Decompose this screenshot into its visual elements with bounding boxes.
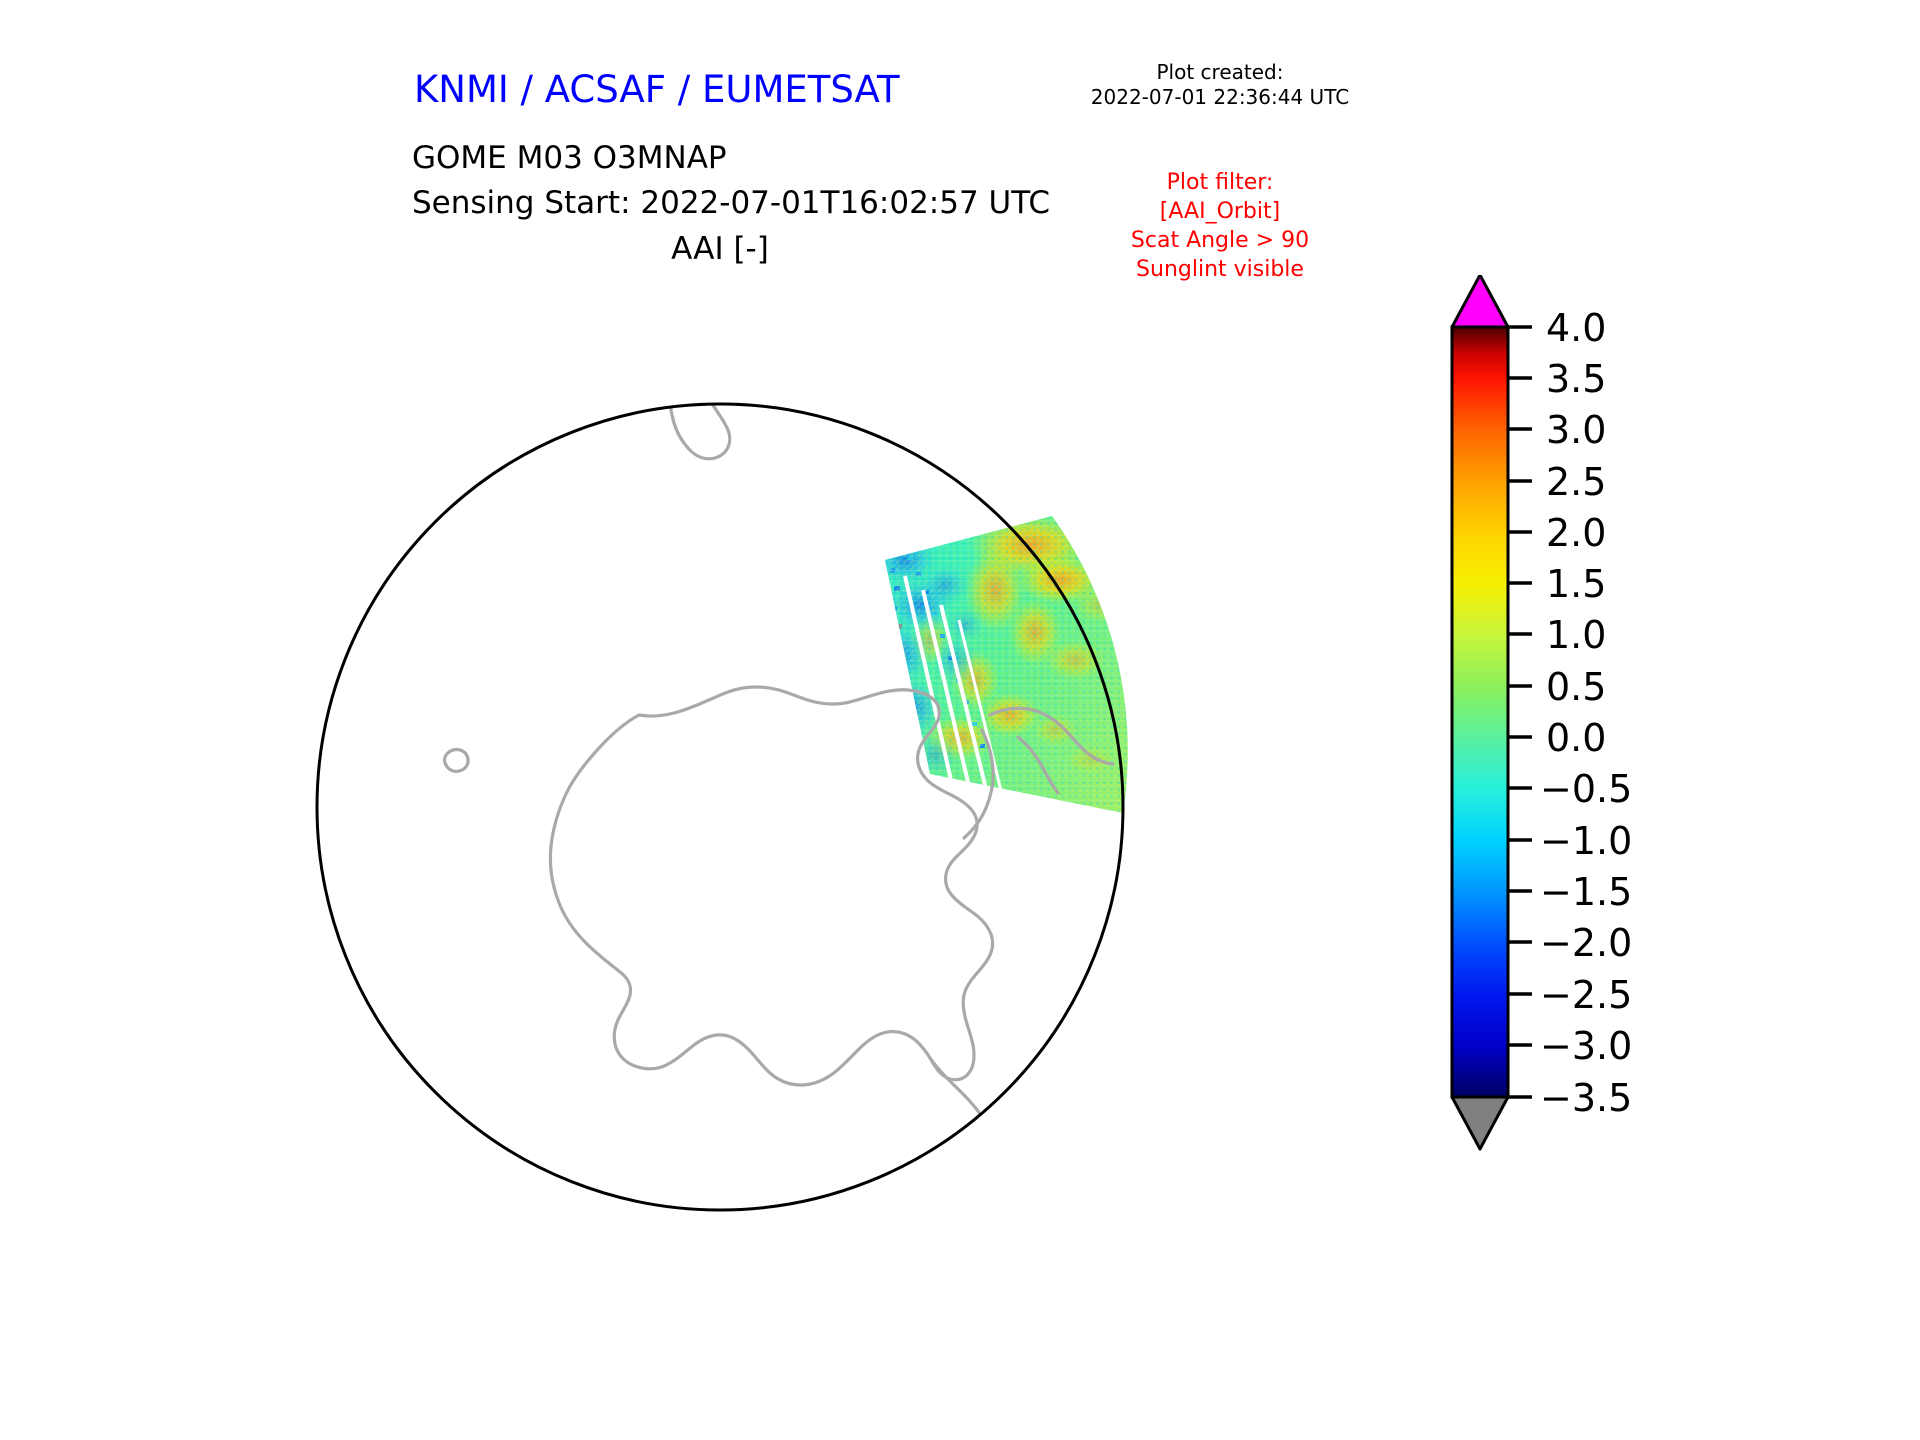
coastline-island-b [442, 747, 470, 773]
colorbar-tick-label: 1.0 [1546, 613, 1606, 657]
globe-limb-circle [315, 402, 1125, 1212]
colorbar-tick-label: 0.5 [1546, 665, 1606, 709]
plot-created-block: Plot created: 2022-07-01 22:36:44 UTC [1000, 60, 1440, 110]
colorbar-gradient-bar [1450, 325, 1510, 1099]
colorbar-tick-label: 2.5 [1546, 460, 1606, 504]
colorbar-tick-label: 3.0 [1546, 408, 1606, 452]
plot-filter-sunglint: Sunglint visible [1136, 257, 1304, 282]
colorbar-tick-label: −3.0 [1540, 1024, 1632, 1068]
map-panel [0, 260, 1440, 1350]
colorbar-tick-label: −0.5 [1540, 767, 1632, 811]
coastline-southern-islands-3 [1016, 735, 1060, 795]
data-swath [885, 516, 1128, 813]
colorbar-svg: 4.0 3.5 3.0 2.5 2.0 1.5 1.0 0.5 0.0 −0.5… [1450, 275, 1632, 1151]
polar-map-svg [315, 302, 1128, 1212]
page-title: AAI [-] [671, 231, 769, 267]
colorbar-tick-label: 4.0 [1546, 306, 1606, 350]
colorbar-over-arrow [1450, 275, 1510, 329]
plot-created-timestamp: 2022-07-01 22:36:44 UTC [1090, 85, 1350, 109]
colorbar-tick-label: 0.0 [1546, 716, 1606, 760]
swath-scanline-texture [885, 516, 1128, 813]
colorbar-tick-label: −3.5 [1540, 1076, 1632, 1120]
colorbar-tick-labels: 4.0 3.5 3.0 2.5 2.0 1.5 1.0 0.5 0.0 −0.5… [1540, 306, 1632, 1120]
instrument-label: GOME M03 O3MNAP [412, 140, 727, 176]
plot-filter-label: Plot filter: [1166, 170, 1274, 195]
colorbar-tick-label: −1.0 [1540, 819, 1632, 863]
colorbar-tick-label: 3.5 [1546, 357, 1606, 401]
plot-filter-block: Plot filter: [AAI_Orbit] Scat Angle > 90… [1000, 168, 1440, 284]
colorbar-ticks [1508, 325, 1532, 1099]
plot-filter-scat-angle: Scat Angle > 90 [1130, 228, 1310, 253]
plot-filter-name: [AAI_Orbit] [1159, 199, 1281, 224]
plot-created-label: Plot created: [1156, 60, 1284, 84]
coastline-south-america [662, 404, 732, 461]
colorbar-tick-label: −2.0 [1540, 921, 1632, 965]
colorbar-tick-label: 2.0 [1546, 511, 1606, 555]
colorbar-under-arrow [1450, 1095, 1510, 1151]
colorbar-tick-label: 1.5 [1546, 562, 1606, 606]
coastline-southern-islands-2 [962, 728, 995, 840]
colorbar-tick-label: −2.5 [1540, 973, 1632, 1017]
colorbar-panel: 4.0 3.5 3.0 2.5 2.0 1.5 1.0 0.5 0.0 −0.5… [1440, 275, 1840, 1325]
sensing-start-label: Sensing Start: 2022-07-01T16:02:57 UTC [412, 185, 1050, 221]
colorbar-tick-label: −1.5 [1540, 870, 1632, 914]
coastline-island-a [518, 302, 557, 341]
coastline-southern-islands [988, 706, 1115, 766]
coastline-antarctica [548, 685, 995, 1087]
organisation-title: KNMI / ACSAF / EUMETSAT [414, 68, 900, 111]
